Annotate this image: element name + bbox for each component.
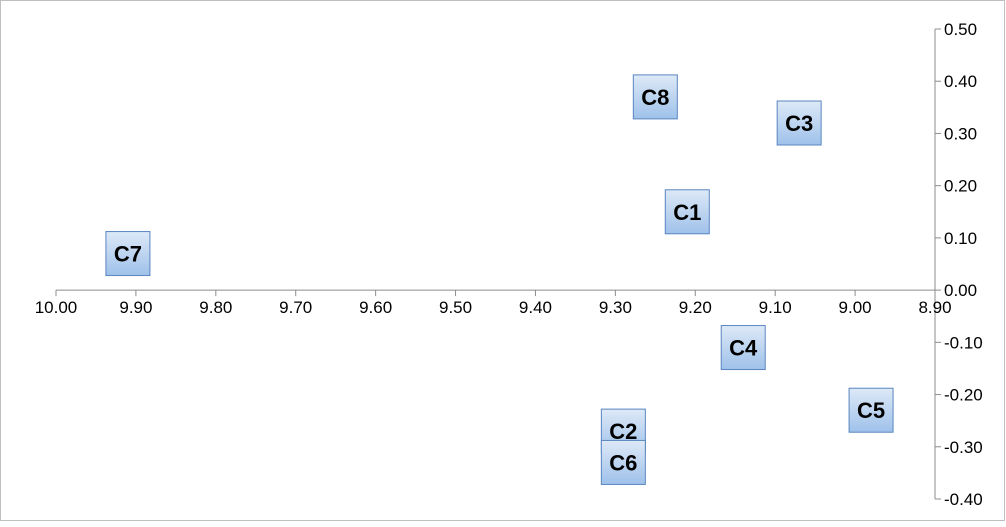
data-point-label: C8 (641, 85, 669, 110)
y-tick-label: 0.20 (944, 177, 977, 196)
data-point: C5 (848, 387, 894, 433)
y-tick-label: -0.20 (944, 386, 983, 405)
x-tick-label: 9.60 (359, 298, 392, 317)
data-point: C3 (776, 100, 822, 146)
data-point-marker (720, 325, 766, 371)
x-tick-label: 8.90 (918, 298, 951, 317)
y-tick-label: 0.40 (944, 72, 977, 91)
x-tick-label: 9.40 (519, 298, 552, 317)
data-point: C8 (632, 74, 678, 120)
tick-labels: 10.00 9.90 9.80 9.70 9.60 9.50 9.40 9.30 9.20 9.1… (35, 20, 983, 509)
data-point-label: C1 (673, 200, 701, 225)
y-tick-label: -0.40 (944, 490, 983, 509)
y-tick-label: 0.50 (944, 20, 977, 39)
y-tick-label: 0.00 (944, 281, 977, 300)
data-point-marker (664, 189, 710, 235)
x-tick-label: 9.00 (839, 298, 872, 317)
data-point-marker (632, 74, 678, 120)
y-tick-label: 0.30 (944, 124, 977, 143)
y-tick-label: 0.10 (944, 229, 977, 248)
x-tick-label: 9.50 (439, 298, 472, 317)
x-tick-label: 9.80 (199, 298, 232, 317)
data-point: C7 (105, 231, 151, 277)
data-point-label: C3 (785, 111, 813, 136)
x-tick-label: 9.90 (119, 298, 152, 317)
data-point-label: C4 (729, 336, 758, 361)
data-point-label: C7 (114, 242, 142, 267)
data-point: C6 (600, 439, 646, 485)
x-tick-label: 9.10 (759, 298, 792, 317)
x-tick-label: 9.70 (279, 298, 312, 317)
data-point-label: C5 (857, 398, 885, 423)
data-point: C1 (664, 189, 710, 235)
x-tick-label: 10.00 (35, 298, 78, 317)
data-point-label: C6 (609, 450, 637, 475)
data-point-marker (600, 439, 646, 485)
data-point-marker (848, 387, 894, 433)
data-point: C4 (720, 325, 766, 371)
data-point-marker (776, 100, 822, 146)
x-tick-label: 9.20 (679, 298, 712, 317)
x-tick-label: 9.30 (599, 298, 632, 317)
y-tick-label: -0.30 (944, 438, 983, 457)
axes (55, 28, 941, 500)
y-tick-label: -0.10 (944, 333, 983, 352)
data-point-marker (105, 231, 151, 277)
